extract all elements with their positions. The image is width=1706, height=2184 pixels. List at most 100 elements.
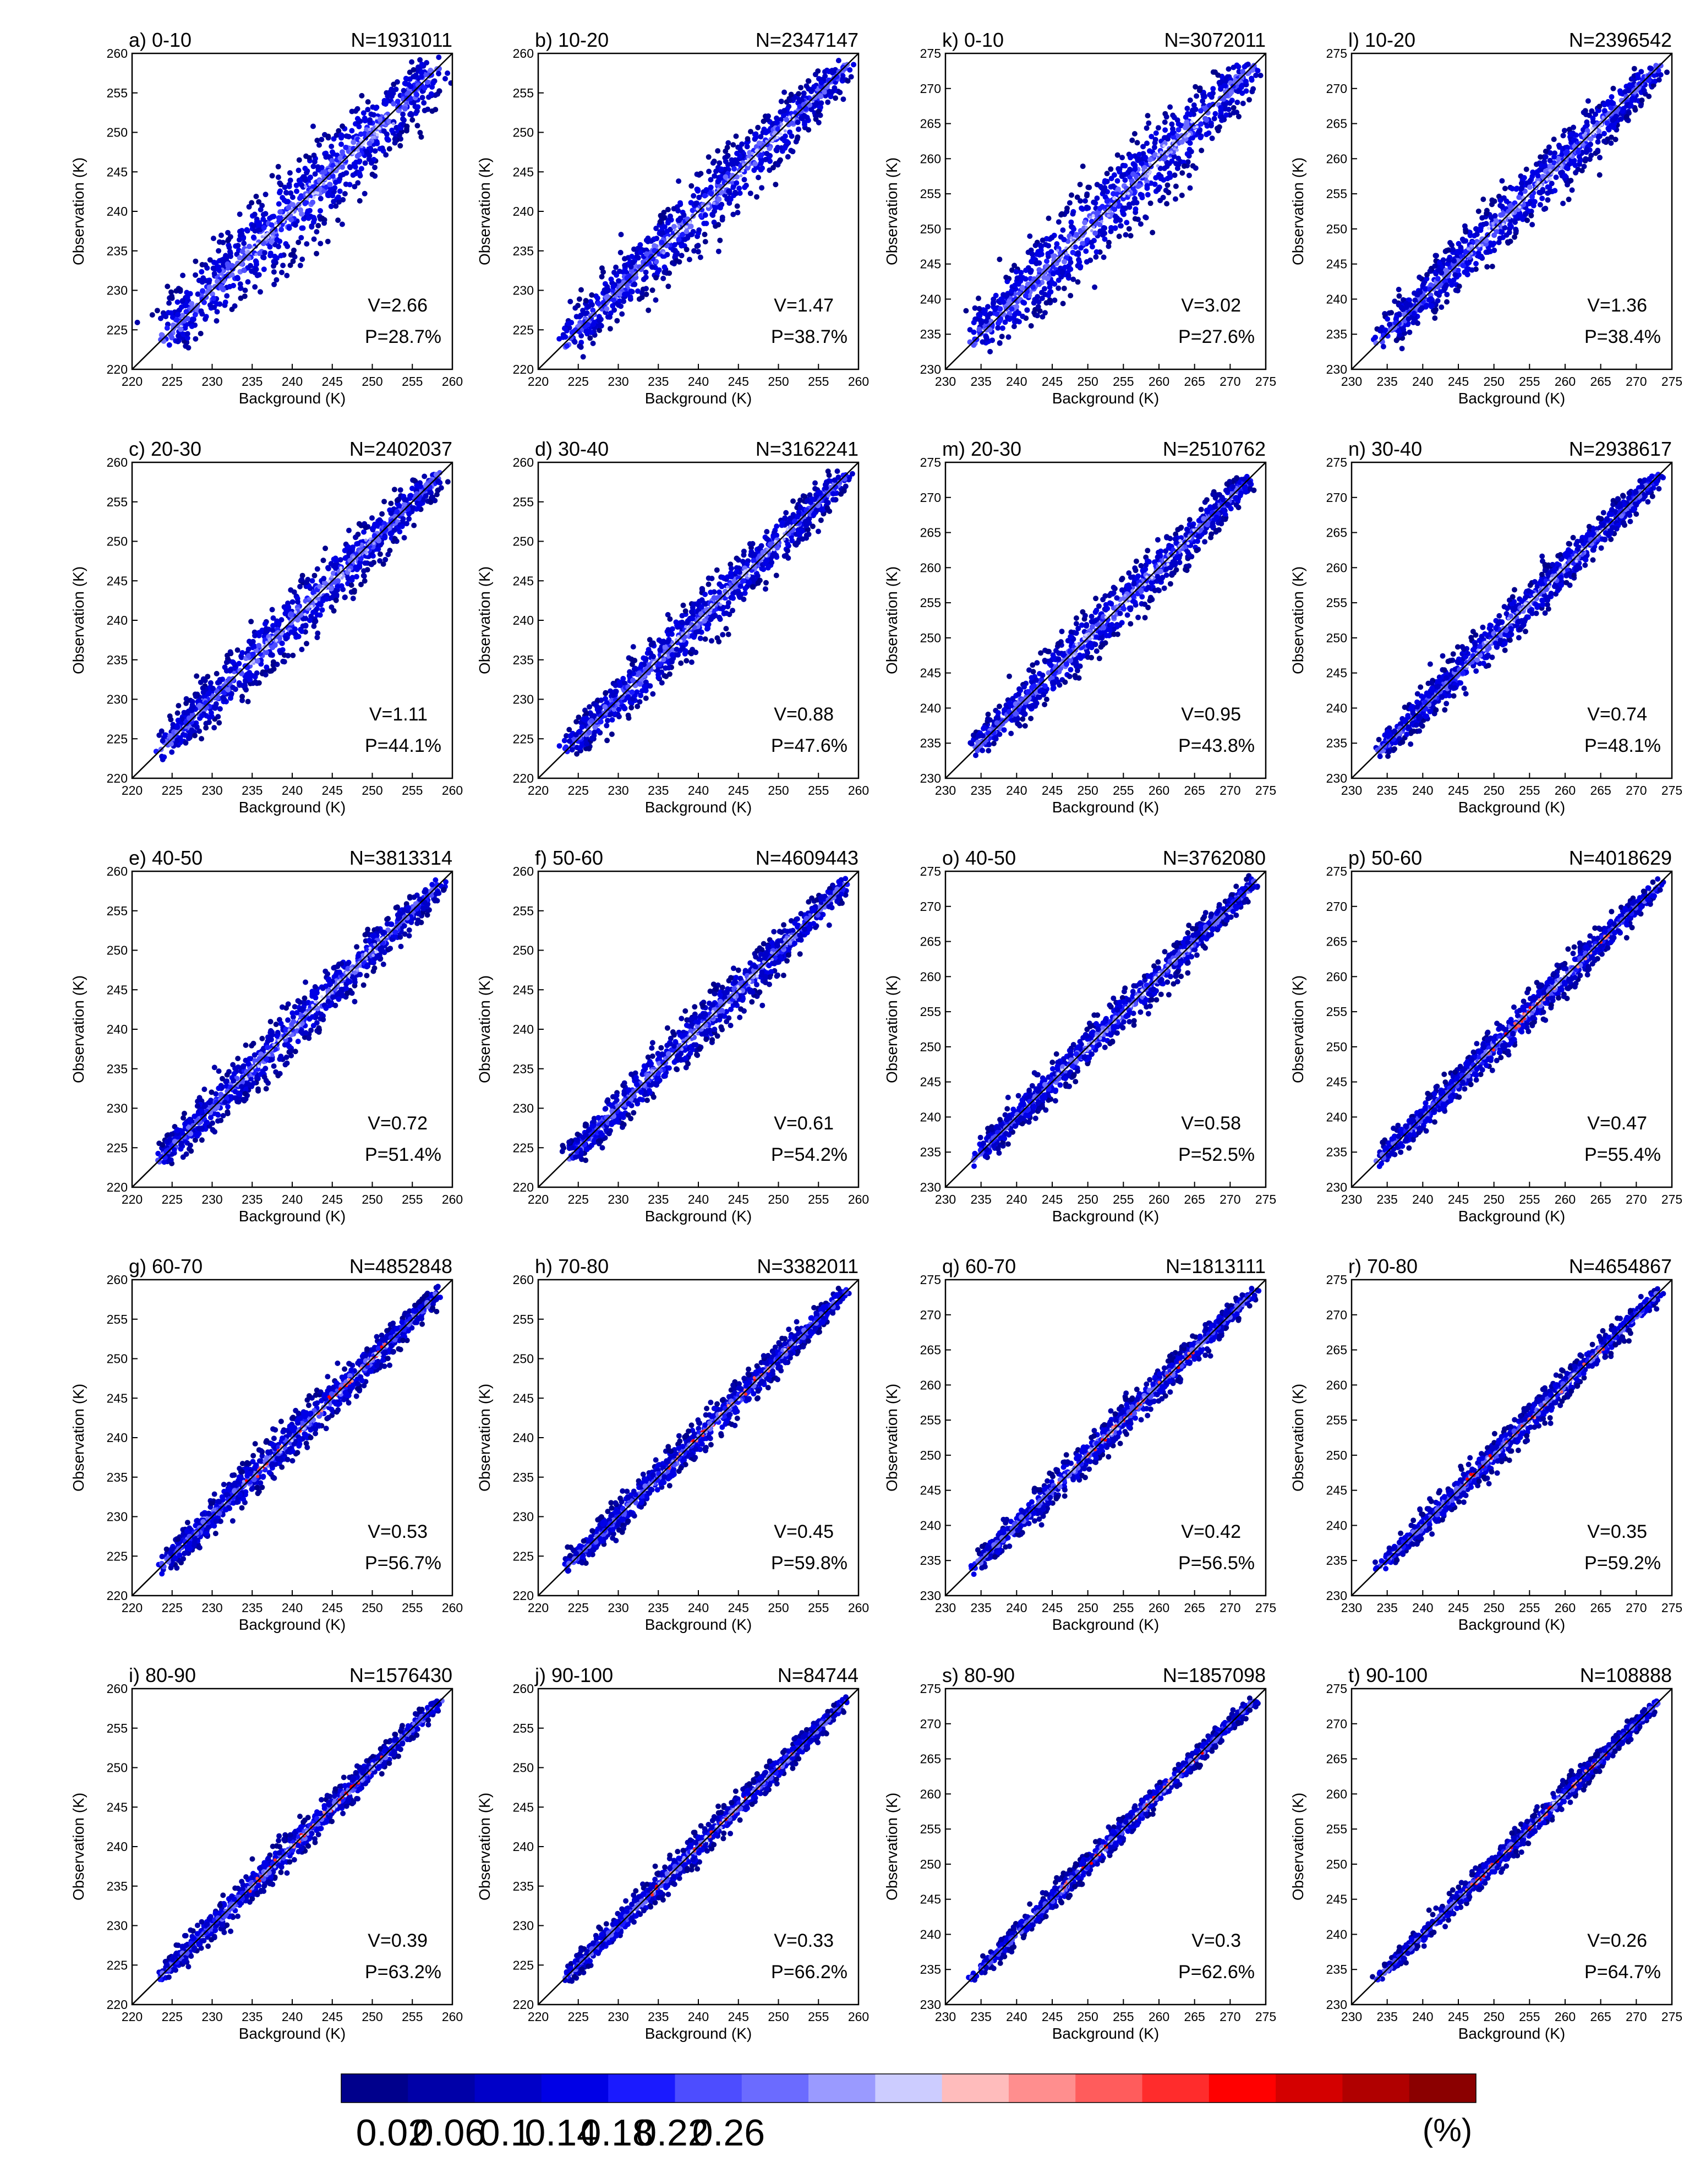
density-point — [1396, 293, 1402, 299]
x-tick-label: 240 — [1412, 374, 1433, 389]
density-point — [414, 108, 420, 114]
scatter-panel: 2202202252252302302352352402402452452502… — [70, 438, 463, 816]
x-tick-label: 250 — [362, 374, 382, 389]
x-tick-label: 235 — [648, 374, 669, 389]
density-point — [1147, 200, 1153, 206]
density-point — [248, 619, 254, 625]
density-point — [1548, 168, 1552, 172]
density-point — [210, 685, 216, 691]
density-point — [310, 199, 316, 205]
density-point — [315, 164, 321, 170]
density-point — [397, 143, 403, 149]
density-point — [724, 154, 730, 160]
density-point — [178, 326, 184, 332]
density-point — [409, 59, 415, 65]
density-point — [1593, 111, 1599, 117]
density-point — [784, 139, 790, 145]
density-point — [1535, 173, 1541, 179]
y-tick-label: 250 — [1326, 222, 1347, 236]
density-point — [317, 612, 323, 618]
scatter-panel: 2202202252252302302352352402402452452502… — [476, 29, 869, 407]
density-point — [1556, 143, 1562, 149]
density-point — [661, 251, 665, 255]
density-point — [613, 264, 619, 270]
density-point — [1034, 260, 1040, 266]
density-point — [1112, 225, 1118, 231]
density-point — [1514, 185, 1520, 192]
density-point — [1518, 185, 1524, 192]
density-point — [1084, 193, 1090, 199]
density-point — [590, 307, 596, 313]
density-point — [200, 689, 206, 695]
density-point — [772, 132, 775, 136]
density-point — [261, 225, 267, 231]
density-point — [1462, 249, 1468, 255]
density-point — [422, 473, 428, 479]
density-point — [1186, 134, 1190, 138]
density-point — [382, 556, 389, 563]
density-point — [695, 243, 701, 249]
density-point — [1187, 140, 1193, 146]
density-point — [1094, 182, 1100, 188]
density-point — [201, 299, 207, 305]
density-point — [247, 670, 253, 676]
density-point — [1403, 301, 1409, 307]
density-point — [295, 599, 300, 605]
density-point — [1646, 94, 1652, 100]
y-tick-label: 260 — [107, 46, 128, 61]
density-point — [1513, 214, 1519, 220]
density-point — [316, 142, 322, 148]
density-point — [345, 544, 351, 550]
density-point — [1104, 171, 1110, 177]
density-point — [318, 195, 324, 201]
density-point — [1118, 223, 1124, 229]
density-point — [716, 196, 722, 203]
density-point — [400, 116, 406, 122]
density-point — [1052, 297, 1058, 303]
density-point — [351, 139, 357, 145]
density-point — [333, 557, 339, 563]
density-point — [219, 257, 225, 263]
x-tick-label: 240 — [282, 374, 303, 389]
density-point — [1164, 182, 1171, 188]
density-point — [999, 334, 1005, 340]
density-point — [329, 158, 335, 163]
density-point — [293, 610, 297, 614]
density-point — [244, 227, 250, 233]
density-point — [207, 257, 213, 263]
density-point — [242, 293, 248, 299]
density-point — [1540, 187, 1546, 193]
density-point — [1091, 199, 1097, 205]
density-point — [698, 171, 704, 177]
density-point — [255, 658, 261, 664]
x-tick-label: 260 — [442, 374, 463, 389]
density-point — [288, 190, 294, 196]
density-point — [1539, 195, 1545, 201]
density-point — [302, 177, 308, 183]
x-tick-label: 230 — [935, 374, 956, 389]
density-point — [290, 652, 296, 658]
density-point — [245, 279, 251, 285]
density-point — [1102, 225, 1108, 231]
density-point — [1059, 211, 1065, 217]
density-point — [1529, 222, 1535, 228]
density-point — [1231, 105, 1237, 111]
y-tick-label: 235 — [513, 244, 534, 258]
density-point — [1596, 128, 1602, 134]
density-point — [296, 157, 302, 163]
density-point — [719, 217, 725, 223]
density-point — [801, 113, 807, 119]
density-point — [652, 248, 658, 254]
density-point — [696, 194, 702, 200]
density-point — [333, 203, 339, 209]
x-tick-label: 250 — [1077, 374, 1098, 389]
density-point — [1530, 203, 1537, 209]
density-point — [1547, 189, 1553, 195]
density-point — [1032, 242, 1038, 248]
density-point — [1146, 120, 1152, 126]
density-point — [288, 611, 294, 618]
density-point — [1153, 175, 1159, 181]
density-point — [221, 690, 227, 696]
density-point — [1444, 292, 1450, 298]
percent-stat: P=38.4% — [1584, 326, 1661, 347]
